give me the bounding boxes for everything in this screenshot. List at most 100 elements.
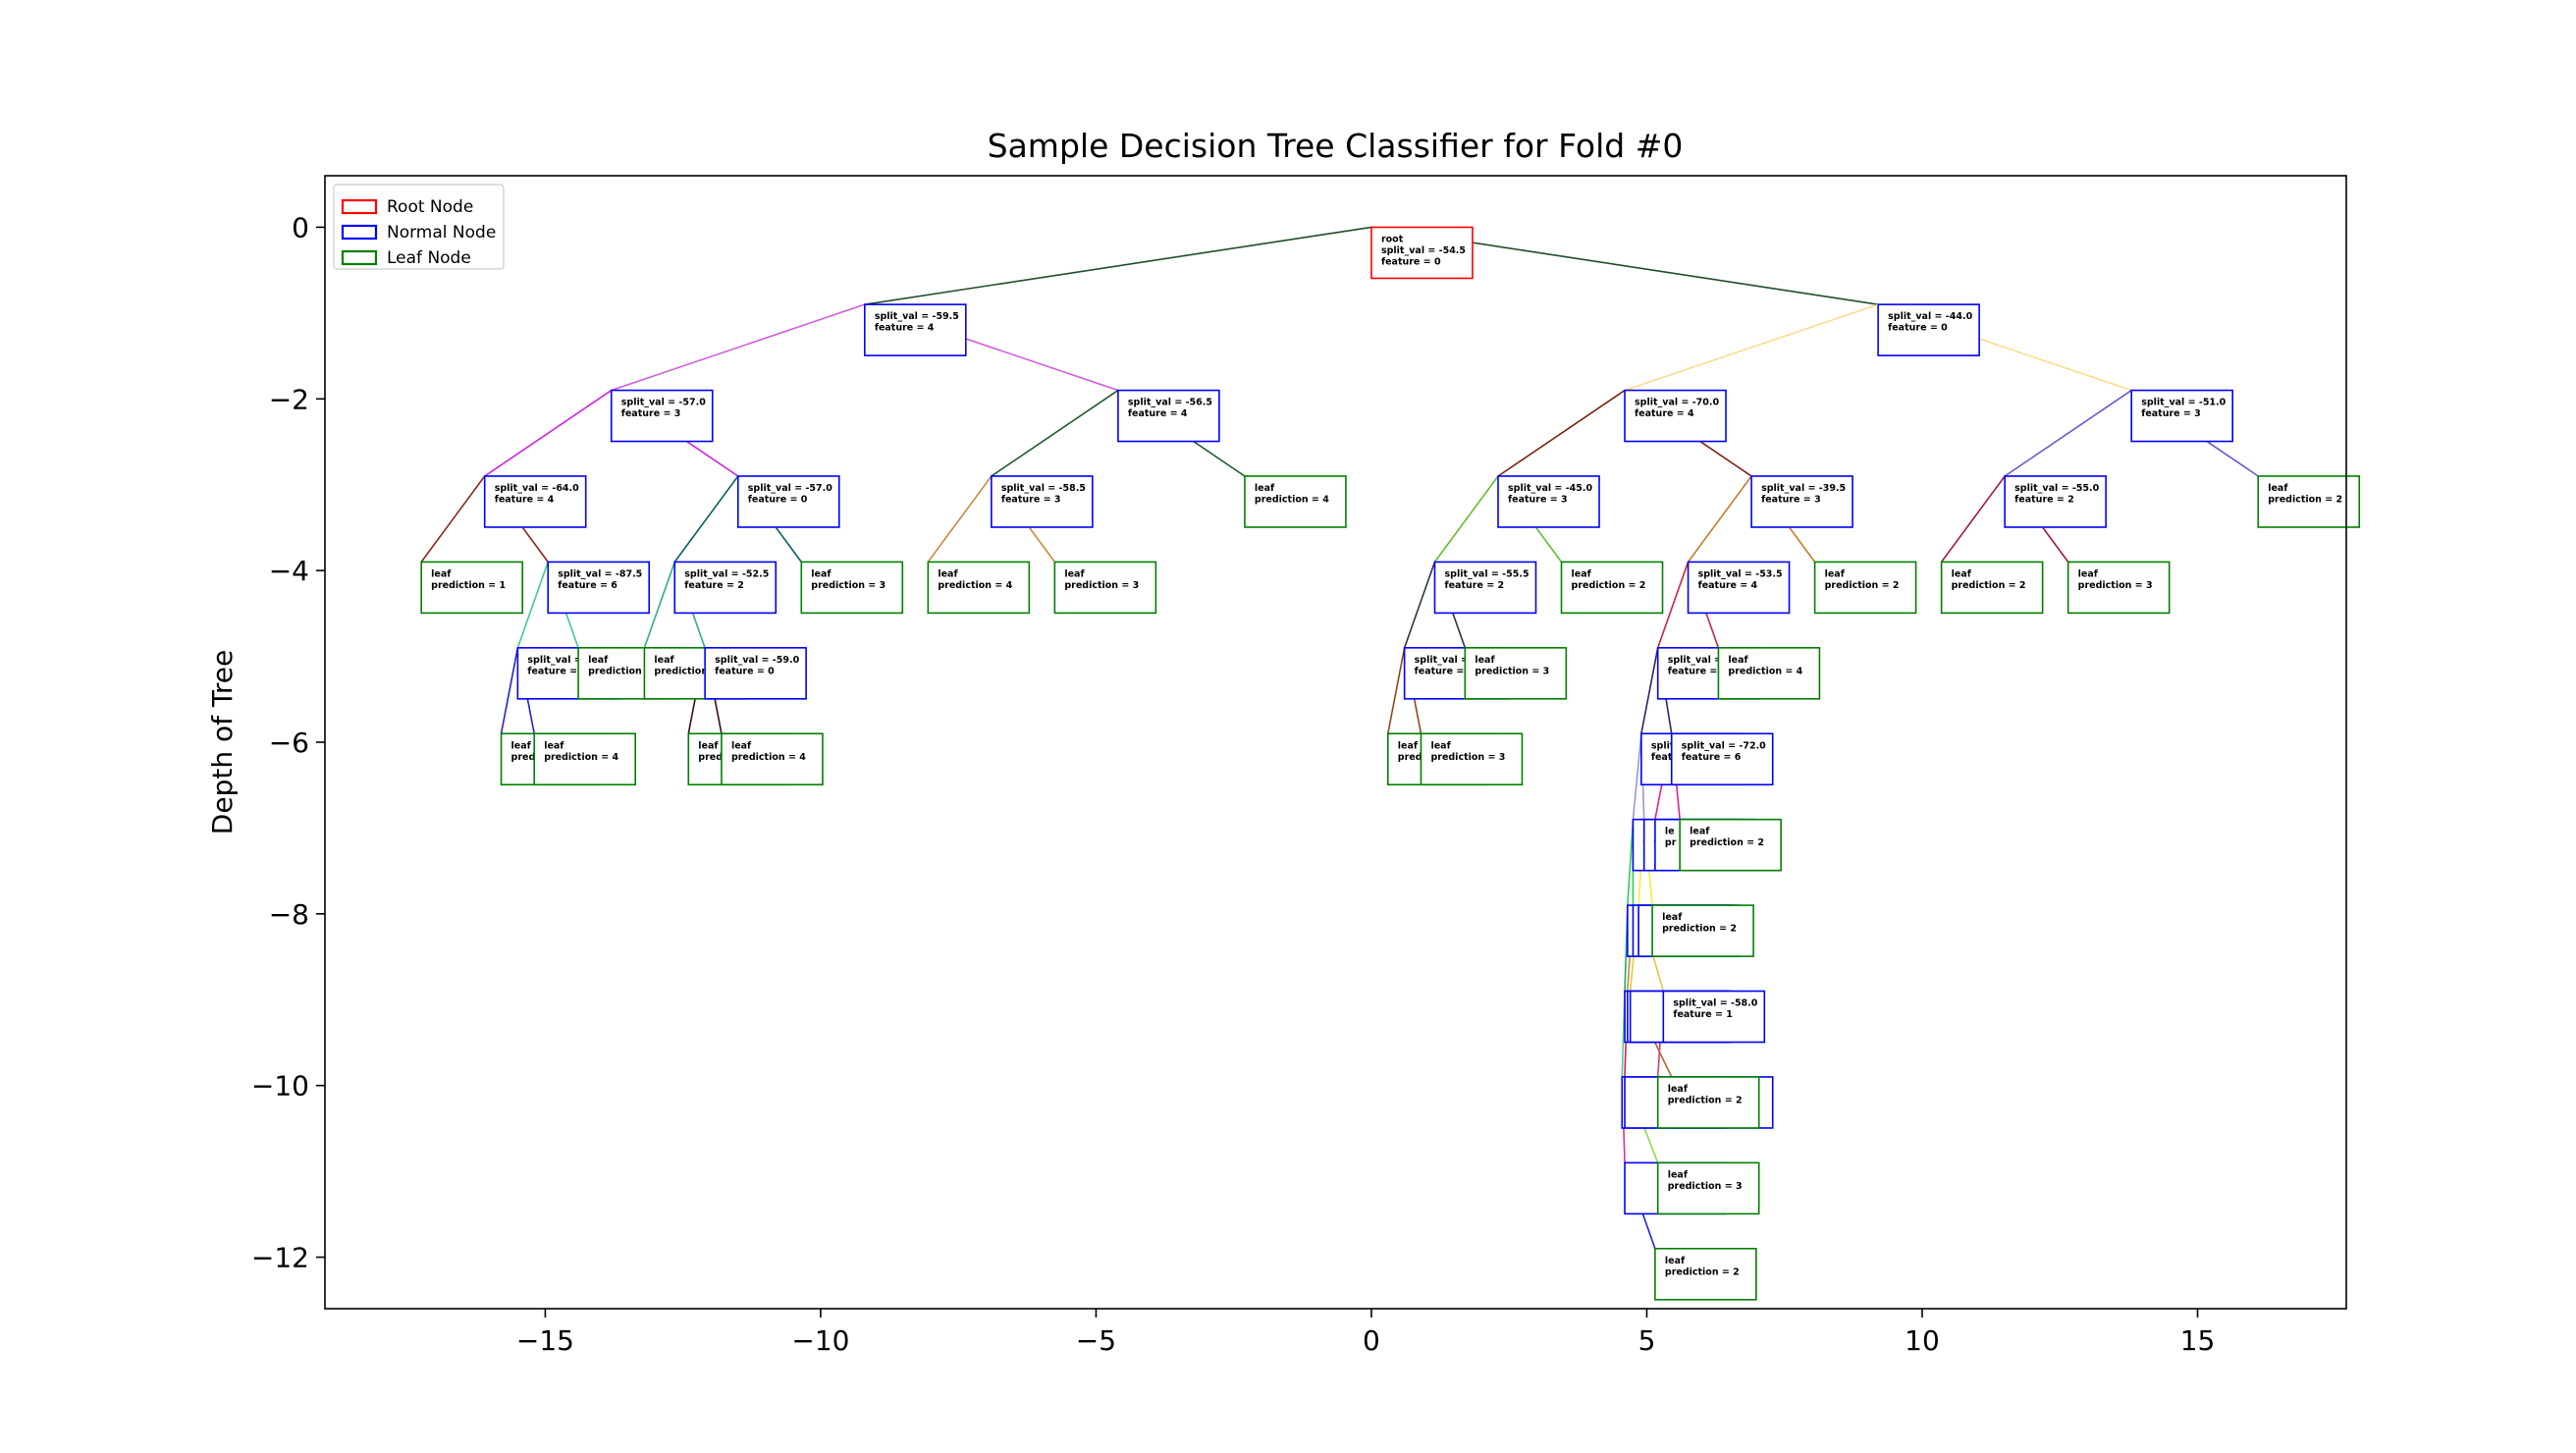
y-tick-label: −12	[251, 1242, 309, 1274]
y-axis-label: Depth of Tree	[206, 650, 239, 834]
node-label: feature = 6	[558, 580, 617, 591]
node-box	[1651, 904, 1754, 957]
x-tick-label: 15	[2180, 1324, 2216, 1357]
node-label: split_val =	[1668, 655, 1722, 666]
node-label: leaf	[1665, 1256, 1686, 1266]
node-label: feature =	[1415, 666, 1465, 676]
node-label: featu	[1651, 752, 1679, 763]
tree-edge	[1497, 389, 1626, 477]
node-label: prediction = 2	[1690, 837, 1764, 848]
legend-label: Normal Node	[387, 223, 496, 242]
node-label: leaf	[588, 655, 609, 666]
x-tick-label: −5	[1076, 1324, 1116, 1357]
node-label: prediction = 4	[938, 580, 1012, 591]
node-label: leaf	[1662, 912, 1683, 923]
node-box	[2130, 389, 2233, 443]
node-label: prediction = 3	[811, 580, 886, 591]
legend-swatch	[341, 224, 378, 241]
node-label: split_val = -55.0	[2014, 483, 2099, 494]
tree-edge	[1433, 475, 1499, 563]
node-label: feature = 0	[715, 666, 775, 676]
node-label: prediction = 3	[1668, 1181, 1743, 1192]
node-label: prediction = 3	[1475, 666, 1549, 676]
tree-edge	[1627, 819, 1635, 906]
node-label: split	[1651, 740, 1675, 751]
node-box	[483, 475, 587, 528]
node-label: root	[1381, 234, 1404, 244]
node-label: feature = 3	[1001, 494, 1061, 505]
node-box	[1433, 561, 1537, 615]
node-label: split_val = -64.0	[495, 483, 579, 494]
node-label: split_val = -59.5	[875, 311, 959, 322]
node-label: feature = 3	[2141, 408, 2201, 419]
chart-title: Sample Decision Tree Classifier for Fold…	[988, 127, 1684, 165]
node-box	[1750, 475, 1853, 528]
node-label: leaf	[1398, 740, 1419, 751]
tree-edge	[1687, 475, 1752, 563]
tree-edge	[500, 647, 519, 734]
x-tick-label: 0	[1363, 1324, 1380, 1357]
node-box	[1656, 1161, 1760, 1215]
node-label: split_val = -44.0	[1888, 311, 1972, 322]
node-box	[420, 561, 523, 615]
tree-edge	[484, 389, 613, 477]
node-label: prediction = 4	[1728, 666, 1802, 676]
node-box	[1940, 561, 2044, 615]
node-box	[1670, 732, 1774, 786]
node-box	[864, 303, 967, 356]
tree-edge	[1656, 562, 1690, 649]
x-tick-label: 10	[1905, 1324, 1940, 1357]
node-box	[991, 475, 1094, 528]
tree-edge	[516, 562, 549, 649]
node-label: split_val = -54.5	[1381, 245, 1466, 256]
node-label: prediction = 1	[431, 580, 506, 591]
legend-swatch	[341, 198, 378, 215]
node-label: leaf	[731, 740, 752, 751]
node-label: feature = 4	[495, 494, 555, 505]
y-tick-label: −8	[269, 898, 309, 931]
node-label: split_val = -53.5	[1698, 568, 1783, 579]
tree-edge	[1403, 562, 1436, 649]
tree-edge	[643, 562, 676, 649]
node-label: leaf	[511, 740, 532, 751]
node-box	[800, 561, 904, 615]
node-label: split_val = -52.5	[684, 568, 769, 579]
tree-edge	[420, 475, 486, 563]
y-tick-label: −6	[269, 726, 309, 759]
node-label: split_val = -72.0	[1682, 740, 1766, 751]
node-label: leaf	[1430, 740, 1451, 751]
y-axis-ticks: 0 −2 −4 −6 −8 −10 −12	[251, 211, 325, 1274]
node-box	[1420, 732, 1524, 786]
node-box	[1877, 303, 1980, 356]
node-label: leaf	[1690, 827, 1710, 837]
node-label: leaf	[1475, 655, 1495, 666]
node-label: feature = 2	[1444, 580, 1504, 591]
node-label: split_val = -51.0	[2141, 398, 2226, 408]
node-label: leaf	[1668, 1169, 1689, 1180]
node-label: feature = 4	[1635, 408, 1694, 419]
node-label: split_val = -58.5	[1001, 483, 1086, 494]
y-tick-label: 0	[292, 211, 309, 243]
node-label: prediction	[654, 666, 708, 676]
node-box	[704, 647, 807, 700]
node-box	[2066, 561, 2171, 615]
